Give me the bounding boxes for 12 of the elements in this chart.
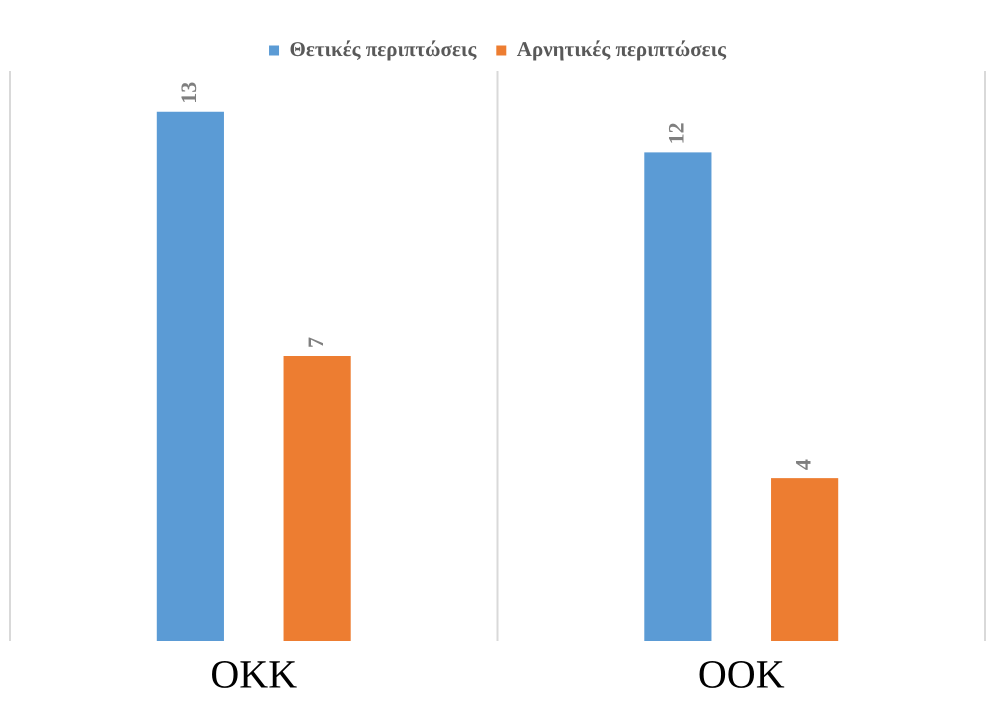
legend-label: Θετικές περιπτώσεις bbox=[290, 36, 478, 61]
bar bbox=[771, 478, 838, 641]
data-label: 4 bbox=[790, 459, 816, 470]
data-label: 12 bbox=[664, 122, 689, 144]
bar bbox=[284, 356, 351, 641]
data-label: 7 bbox=[302, 337, 328, 348]
data-label: 13 bbox=[176, 82, 202, 104]
x-tick-label: ΟΚΚ bbox=[210, 652, 298, 696]
bar bbox=[156, 112, 224, 641]
legend-label: Αρνητικές περιπτώσεις bbox=[516, 36, 728, 61]
x-tick-label: ΟΟΚ bbox=[698, 652, 785, 696]
bar bbox=[644, 152, 712, 641]
